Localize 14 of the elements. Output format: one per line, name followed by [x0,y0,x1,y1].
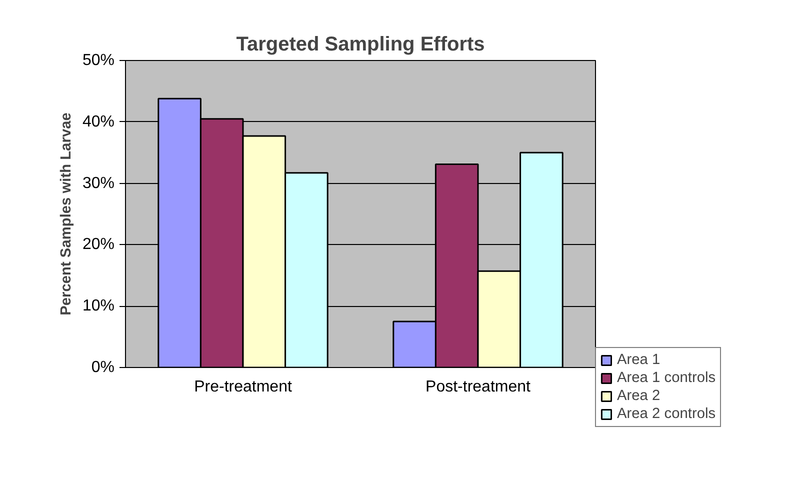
y-tick-label: 20% [82,236,115,254]
legend-label: Area 1 controls [617,370,716,386]
x-tick-label: Post-treatment [426,378,532,396]
y-tick-label: 30% [82,174,115,192]
legend-label: Area 1 [617,352,660,368]
y-axis-title: Percent Samples with Larvae [58,112,74,316]
y-tick-label: 50% [82,52,115,69]
y-tick-label: 0% [91,359,114,376]
y-tick-label: 40% [82,113,115,130]
legend-label: Area 2 controls [617,406,716,422]
chart-title: Targeted Sampling Efforts [236,34,485,56]
x-tick-label: Pre-treatment [194,378,292,396]
legend-label: Area 2 [617,388,660,404]
y-tick-label: 10% [82,298,115,315]
